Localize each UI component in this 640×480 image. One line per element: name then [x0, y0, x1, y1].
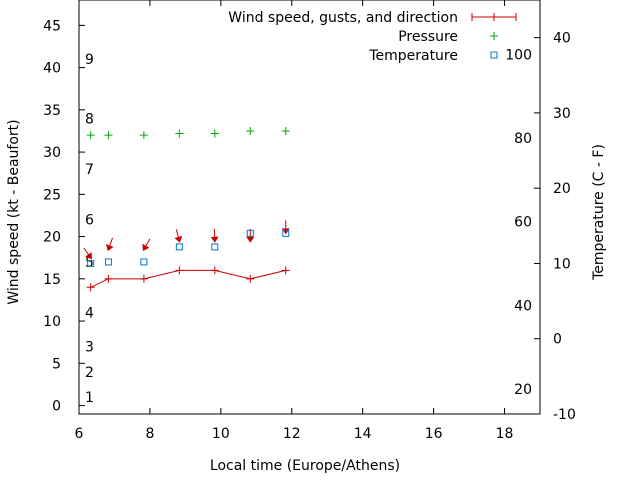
y-tick-label-left: 5: [52, 356, 61, 372]
y-tick-label-left: 35: [43, 103, 61, 119]
pressure-point: [210, 129, 219, 138]
wind-arrow-head: [85, 252, 92, 260]
fahrenheit-label: 80: [514, 131, 532, 147]
fahrenheit-label: 20: [514, 382, 532, 398]
wind-speed-point: [246, 274, 255, 283]
wind-direction-arrow: [83, 247, 92, 260]
temperature-point: [104, 258, 112, 266]
pressure-point: [281, 126, 290, 135]
y-tick-label-right: 30: [553, 106, 571, 122]
y-tick-label-right: 0: [553, 332, 562, 348]
y-axis-title-left: Wind speed (kt - Beaufort): [6, 119, 22, 304]
legend-label: Temperature: [368, 48, 458, 64]
beaufort-label: 2: [85, 365, 94, 381]
plot-frame: [78, 0, 541, 415]
y-tick-label-left: 10: [43, 314, 61, 330]
series-layer: [83, 126, 290, 292]
y-tick-label-right: 10: [553, 256, 571, 272]
beaufort-label: 1: [85, 390, 94, 406]
fahrenheit-label: 100: [505, 47, 532, 63]
beaufort-label: 4: [85, 306, 94, 322]
x-tick-label: 12: [283, 426, 301, 442]
temperature-point: [246, 229, 254, 237]
pressure-point: [104, 131, 113, 140]
y-tick-label-right: -10: [553, 407, 576, 423]
wind-arrow-head: [106, 244, 114, 252]
y-tick-label-right: 40: [553, 31, 571, 47]
fahrenheit-label: 40: [514, 298, 532, 314]
y-tick-label-left: 15: [43, 272, 61, 288]
wind-arrow-head: [142, 243, 150, 251]
pressure-point: [86, 131, 95, 140]
pressure-point: [175, 129, 184, 138]
pressure-point: [139, 131, 148, 140]
y-tick-label-left: 20: [43, 230, 61, 246]
beaufort-label: 7: [85, 162, 94, 178]
x-tick-label: 6: [75, 426, 84, 442]
wind-speed-point: [104, 274, 113, 283]
y-axis-title-right: Temperature (C - F): [591, 144, 607, 281]
wind-speed-point: [281, 266, 290, 275]
temperature-point: [282, 229, 290, 237]
y-tick-label-right: 20: [553, 181, 571, 197]
y-tick-label-left: 25: [43, 187, 61, 203]
temperature-point: [87, 259, 95, 267]
x-tick-label: 16: [425, 426, 443, 442]
pressure-point: [246, 126, 255, 135]
axis-ticks: [78, 0, 540, 415]
x-tick-label: 14: [354, 426, 372, 442]
wind-arrow-head: [210, 236, 219, 243]
y-tick-label-left: 30: [43, 145, 61, 161]
temperature-point: [175, 243, 183, 251]
wind-speed-line: [90, 269, 286, 288]
wind-arrow-head: [246, 236, 255, 243]
y-tick-label-left: 45: [43, 18, 61, 34]
beaufort-label: 3: [85, 339, 94, 355]
legend-swatch-ticks: [471, 13, 517, 21]
temperature-point: [140, 258, 148, 266]
legend: Wind speed, gusts, and direction Pressure…: [228, 10, 517, 64]
beaufort-label: 6: [85, 213, 94, 229]
tick-labels: 6 8 10 12 14 16 18051015202530354045123456789-…: [43, 18, 576, 442]
x-tick-label: 18: [496, 426, 514, 442]
fahrenheit-label: 60: [514, 215, 532, 231]
x-tick-label: 10: [212, 426, 230, 442]
beaufort-label: 8: [85, 111, 94, 127]
legend-label: Pressure: [398, 29, 458, 45]
legend-swatch-square: [490, 51, 498, 59]
legend-label: Wind speed, gusts, and direction: [228, 10, 458, 26]
y-tick-label-left: 40: [43, 61, 61, 77]
wind-speed-point: [139, 274, 148, 283]
legend-swatch-plus: [490, 32, 498, 40]
wind-speed-point: [86, 283, 95, 292]
beaufort-label: 9: [85, 52, 94, 68]
temperature-point: [211, 243, 219, 251]
wind-direction-arrow: [142, 238, 151, 251]
x-tick-label: 8: [145, 426, 154, 442]
beaufort-label: 5: [85, 255, 94, 271]
wind-speed-point: [175, 266, 184, 275]
wind-speed-point: [210, 266, 219, 275]
y-tick-label-left: 0: [52, 399, 61, 415]
wind-direction-arrow: [106, 237, 114, 252]
wind-direction-arrow: [174, 229, 183, 243]
wind-direction-arrow: [210, 228, 219, 243]
x-axis-title: Local time (Europe/Athens): [210, 458, 400, 474]
wind-arrow-head: [174, 235, 183, 243]
